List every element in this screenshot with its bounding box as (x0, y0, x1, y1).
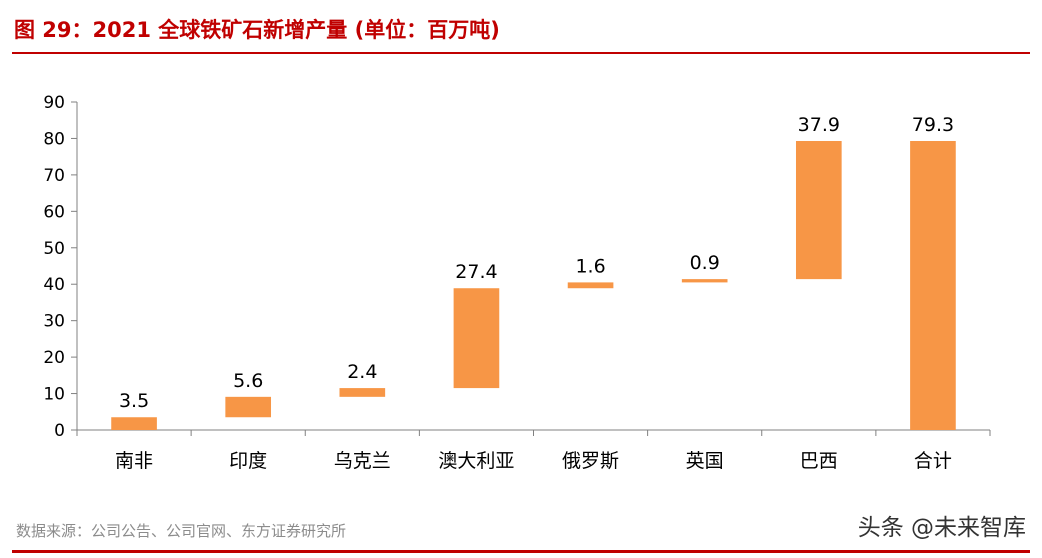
category-label-2: 乌克兰 (334, 450, 391, 472)
bar-1 (225, 396, 272, 418)
y-tick-label: 90 (43, 93, 65, 113)
bar-3 (453, 288, 500, 389)
figure-title: 图 29：2021 全球铁矿石新增产量 (单位：百万吨) (14, 18, 500, 42)
y-tick-label: 20 (43, 348, 65, 368)
category-label-6: 巴西 (800, 450, 838, 472)
watermark: 头条 @未来智库 (857, 515, 1026, 541)
waterfall-chart: 0 10 20 30 40 50 60 70 80 90 南非 印度 乌克兰 澳大利亚 俄罗斯 英国 巴西 合计… (43, 93, 991, 472)
bar-5 (681, 279, 728, 283)
y-tick-label: 50 (43, 239, 65, 259)
data-label-2: 2.4 (347, 361, 377, 383)
bar-6 (795, 140, 842, 280)
bar-7 (910, 140, 956, 431)
data-labels: 3.5 5.6 2.4 27.4 1.6 0.9 37.9 79.3 (119, 114, 954, 412)
source-note: 数据来源：公司公告、公司官网、东方证券研究所 (16, 522, 347, 540)
data-label-6: 37.9 (798, 114, 840, 136)
bar-0 (111, 417, 157, 430)
y-tick-label: 80 (43, 129, 65, 149)
category-label-4: 俄罗斯 (562, 450, 619, 472)
category-label-5: 英国 (686, 450, 724, 472)
x-axis: 南非 印度 乌克兰 澳大利亚 俄罗斯 英国 巴西 合计 (76, 429, 991, 472)
y-tick-label: 10 (43, 385, 65, 405)
y-tick-label: 40 (43, 275, 65, 295)
category-label-1: 印度 (229, 450, 267, 472)
data-label-4: 1.6 (575, 255, 605, 277)
data-label-5: 0.9 (690, 252, 720, 274)
y-tick-label: 0 (54, 421, 65, 441)
category-label-0: 南非 (115, 450, 153, 472)
data-label-0: 3.5 (119, 390, 149, 412)
category-label-7: 合计 (914, 450, 952, 472)
y-tick-label: 60 (43, 202, 65, 222)
data-label-7: 79.3 (912, 114, 954, 136)
bottom-rule (12, 550, 1030, 553)
data-label-1: 5.6 (233, 370, 263, 392)
y-tick-label: 30 (43, 312, 65, 332)
bar-2 (339, 388, 386, 397)
bar-4 (567, 282, 614, 289)
bars (111, 140, 956, 431)
category-label-3: 澳大利亚 (438, 450, 514, 472)
title-rule (12, 52, 1030, 54)
y-tick-label: 70 (43, 166, 65, 186)
data-label-3: 27.4 (455, 261, 497, 283)
y-axis: 0 10 20 30 40 50 60 70 80 90 (43, 93, 78, 441)
